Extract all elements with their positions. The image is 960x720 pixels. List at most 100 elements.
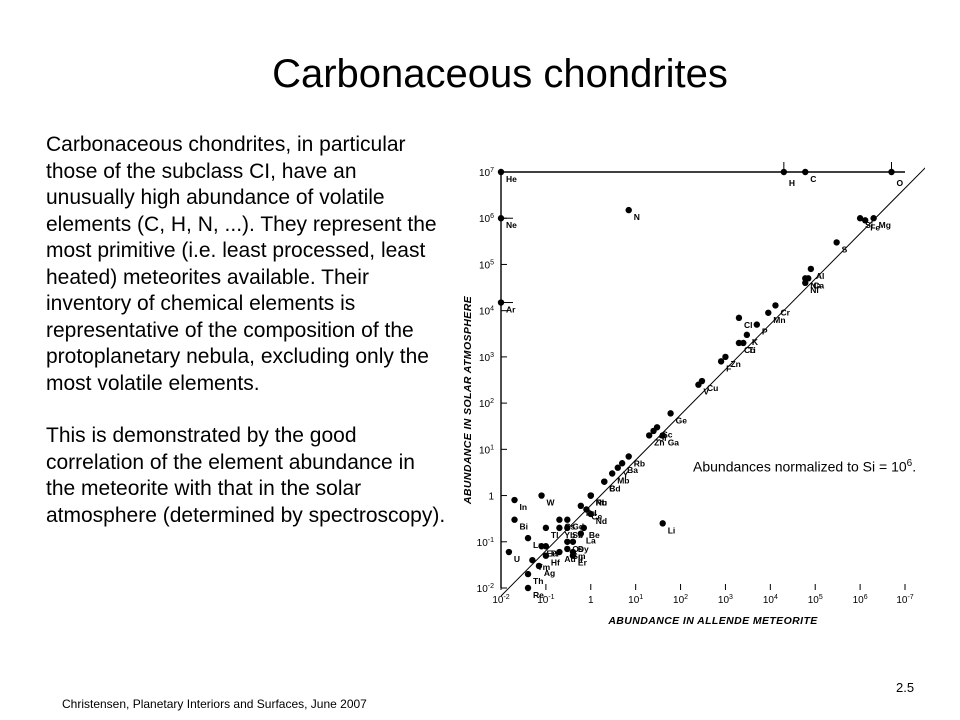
data-point — [564, 545, 571, 553]
point-label: Sm — [572, 551, 586, 561]
point-label: Be — [589, 530, 600, 540]
point-label: Na — [810, 280, 821, 290]
x-tick-label: 1 — [588, 595, 594, 606]
point-label: Yb — [564, 530, 575, 540]
page-number: 2.5 — [896, 680, 915, 695]
point-label: Ru — [596, 498, 607, 508]
data-point — [650, 427, 657, 435]
point-label: Ti — [748, 345, 755, 355]
point-label: Nb — [596, 498, 607, 508]
point-label: W — [547, 498, 556, 508]
point-label: Mg — [879, 220, 891, 230]
point-label: Ba — [627, 465, 638, 475]
point-label: Al — [816, 271, 825, 281]
point-label: Th — [533, 576, 543, 586]
y-tick-label: 105 — [479, 259, 494, 271]
normalization-note: Abundances normalized to Si = 106. — [693, 454, 933, 477]
data-point — [569, 538, 577, 545]
point-label: Ga — [668, 437, 680, 447]
point-label: Li — [668, 525, 676, 535]
data-point — [556, 524, 563, 532]
data-point — [717, 358, 725, 365]
data-point — [556, 548, 563, 556]
data-point — [753, 321, 761, 328]
point-label: Si — [865, 220, 873, 230]
data-point — [580, 524, 588, 532]
data-point — [772, 302, 779, 309]
data-point — [614, 464, 622, 471]
data-point — [625, 206, 632, 214]
x-axis-title: ABUNDANCE IN ALLENDE METEORITE — [607, 615, 818, 627]
y-tick-label: 106 — [479, 213, 494, 225]
normalization-note-exponent: 6 — [906, 458, 913, 469]
data-point — [542, 543, 550, 550]
x-tick-label: 104 — [763, 594, 778, 606]
data-point — [524, 584, 532, 592]
data-point — [735, 339, 743, 347]
point-label: N — [634, 212, 640, 222]
data-point — [511, 496, 518, 504]
data-point — [722, 353, 729, 361]
point-label: Ge — [676, 415, 688, 425]
y-tick-label: 1 — [488, 492, 494, 503]
data-point — [618, 460, 626, 467]
point-label: Ar — [506, 305, 516, 315]
point-label: U — [514, 554, 520, 564]
data-point — [698, 377, 706, 385]
data-point — [587, 510, 594, 518]
point-label: V — [703, 387, 709, 397]
data-point — [524, 534, 532, 542]
point-label: Co — [744, 345, 755, 355]
x-tick-label: 10-7 — [896, 594, 913, 606]
point-label: Hf — [551, 558, 560, 568]
y-axis-title: ABUNDANCE IN SOLAR ATMOSPHERE — [462, 295, 474, 505]
data-point — [765, 309, 772, 316]
data-point — [608, 470, 616, 477]
data-point — [659, 432, 666, 439]
point-label: Ce — [591, 511, 602, 521]
data-point — [856, 215, 864, 222]
point-label: Rb — [634, 458, 645, 468]
point-label: Dy — [578, 544, 589, 554]
data-point — [601, 478, 608, 485]
data-point — [511, 516, 518, 523]
point-label: Cr — [780, 307, 790, 317]
data-point — [577, 530, 585, 537]
body-text: Carbonaceous chondrites, in particular t… — [46, 132, 446, 529]
data-point — [805, 275, 812, 282]
footer-citation: Christensen, Planetary Interiors and Sur… — [62, 697, 367, 711]
normalization-note-period: . — [912, 458, 917, 475]
point-label: Bi — [520, 522, 529, 532]
data-point — [862, 217, 869, 224]
point-label: C — [810, 174, 816, 184]
data-point — [524, 570, 532, 578]
paragraph-correlation: This is demonstrated by the good correla… — [46, 424, 446, 527]
y-tick-label: 104 — [479, 306, 494, 318]
point-label: Sb — [572, 530, 583, 540]
point-label: Eu — [547, 548, 558, 558]
slide-title: Carbonaceous chondrites — [272, 52, 728, 96]
data-point — [564, 524, 571, 532]
data-point — [529, 556, 536, 564]
point-label: Y — [623, 470, 629, 480]
point-label: Pr — [551, 548, 561, 558]
data-point — [569, 552, 577, 559]
y-tick-label: 10-1 — [477, 537, 494, 549]
point-label: B — [609, 484, 615, 494]
data-point — [645, 432, 653, 439]
point-label: He — [506, 174, 517, 184]
point-label: Zn — [654, 437, 664, 447]
point-label: Cl — [744, 320, 753, 330]
point-label: In — [520, 502, 528, 512]
point-label: Tm — [537, 562, 550, 572]
point-label: Pt — [596, 498, 605, 508]
data-point — [667, 410, 674, 417]
data-point — [556, 516, 563, 523]
point-label: Os — [572, 544, 584, 554]
data-point — [833, 239, 840, 246]
data-point — [535, 562, 543, 570]
data-point — [807, 265, 815, 273]
point-label: Mn — [773, 315, 785, 325]
point-label: Ca — [813, 280, 824, 290]
point-label: Ne — [506, 220, 517, 230]
